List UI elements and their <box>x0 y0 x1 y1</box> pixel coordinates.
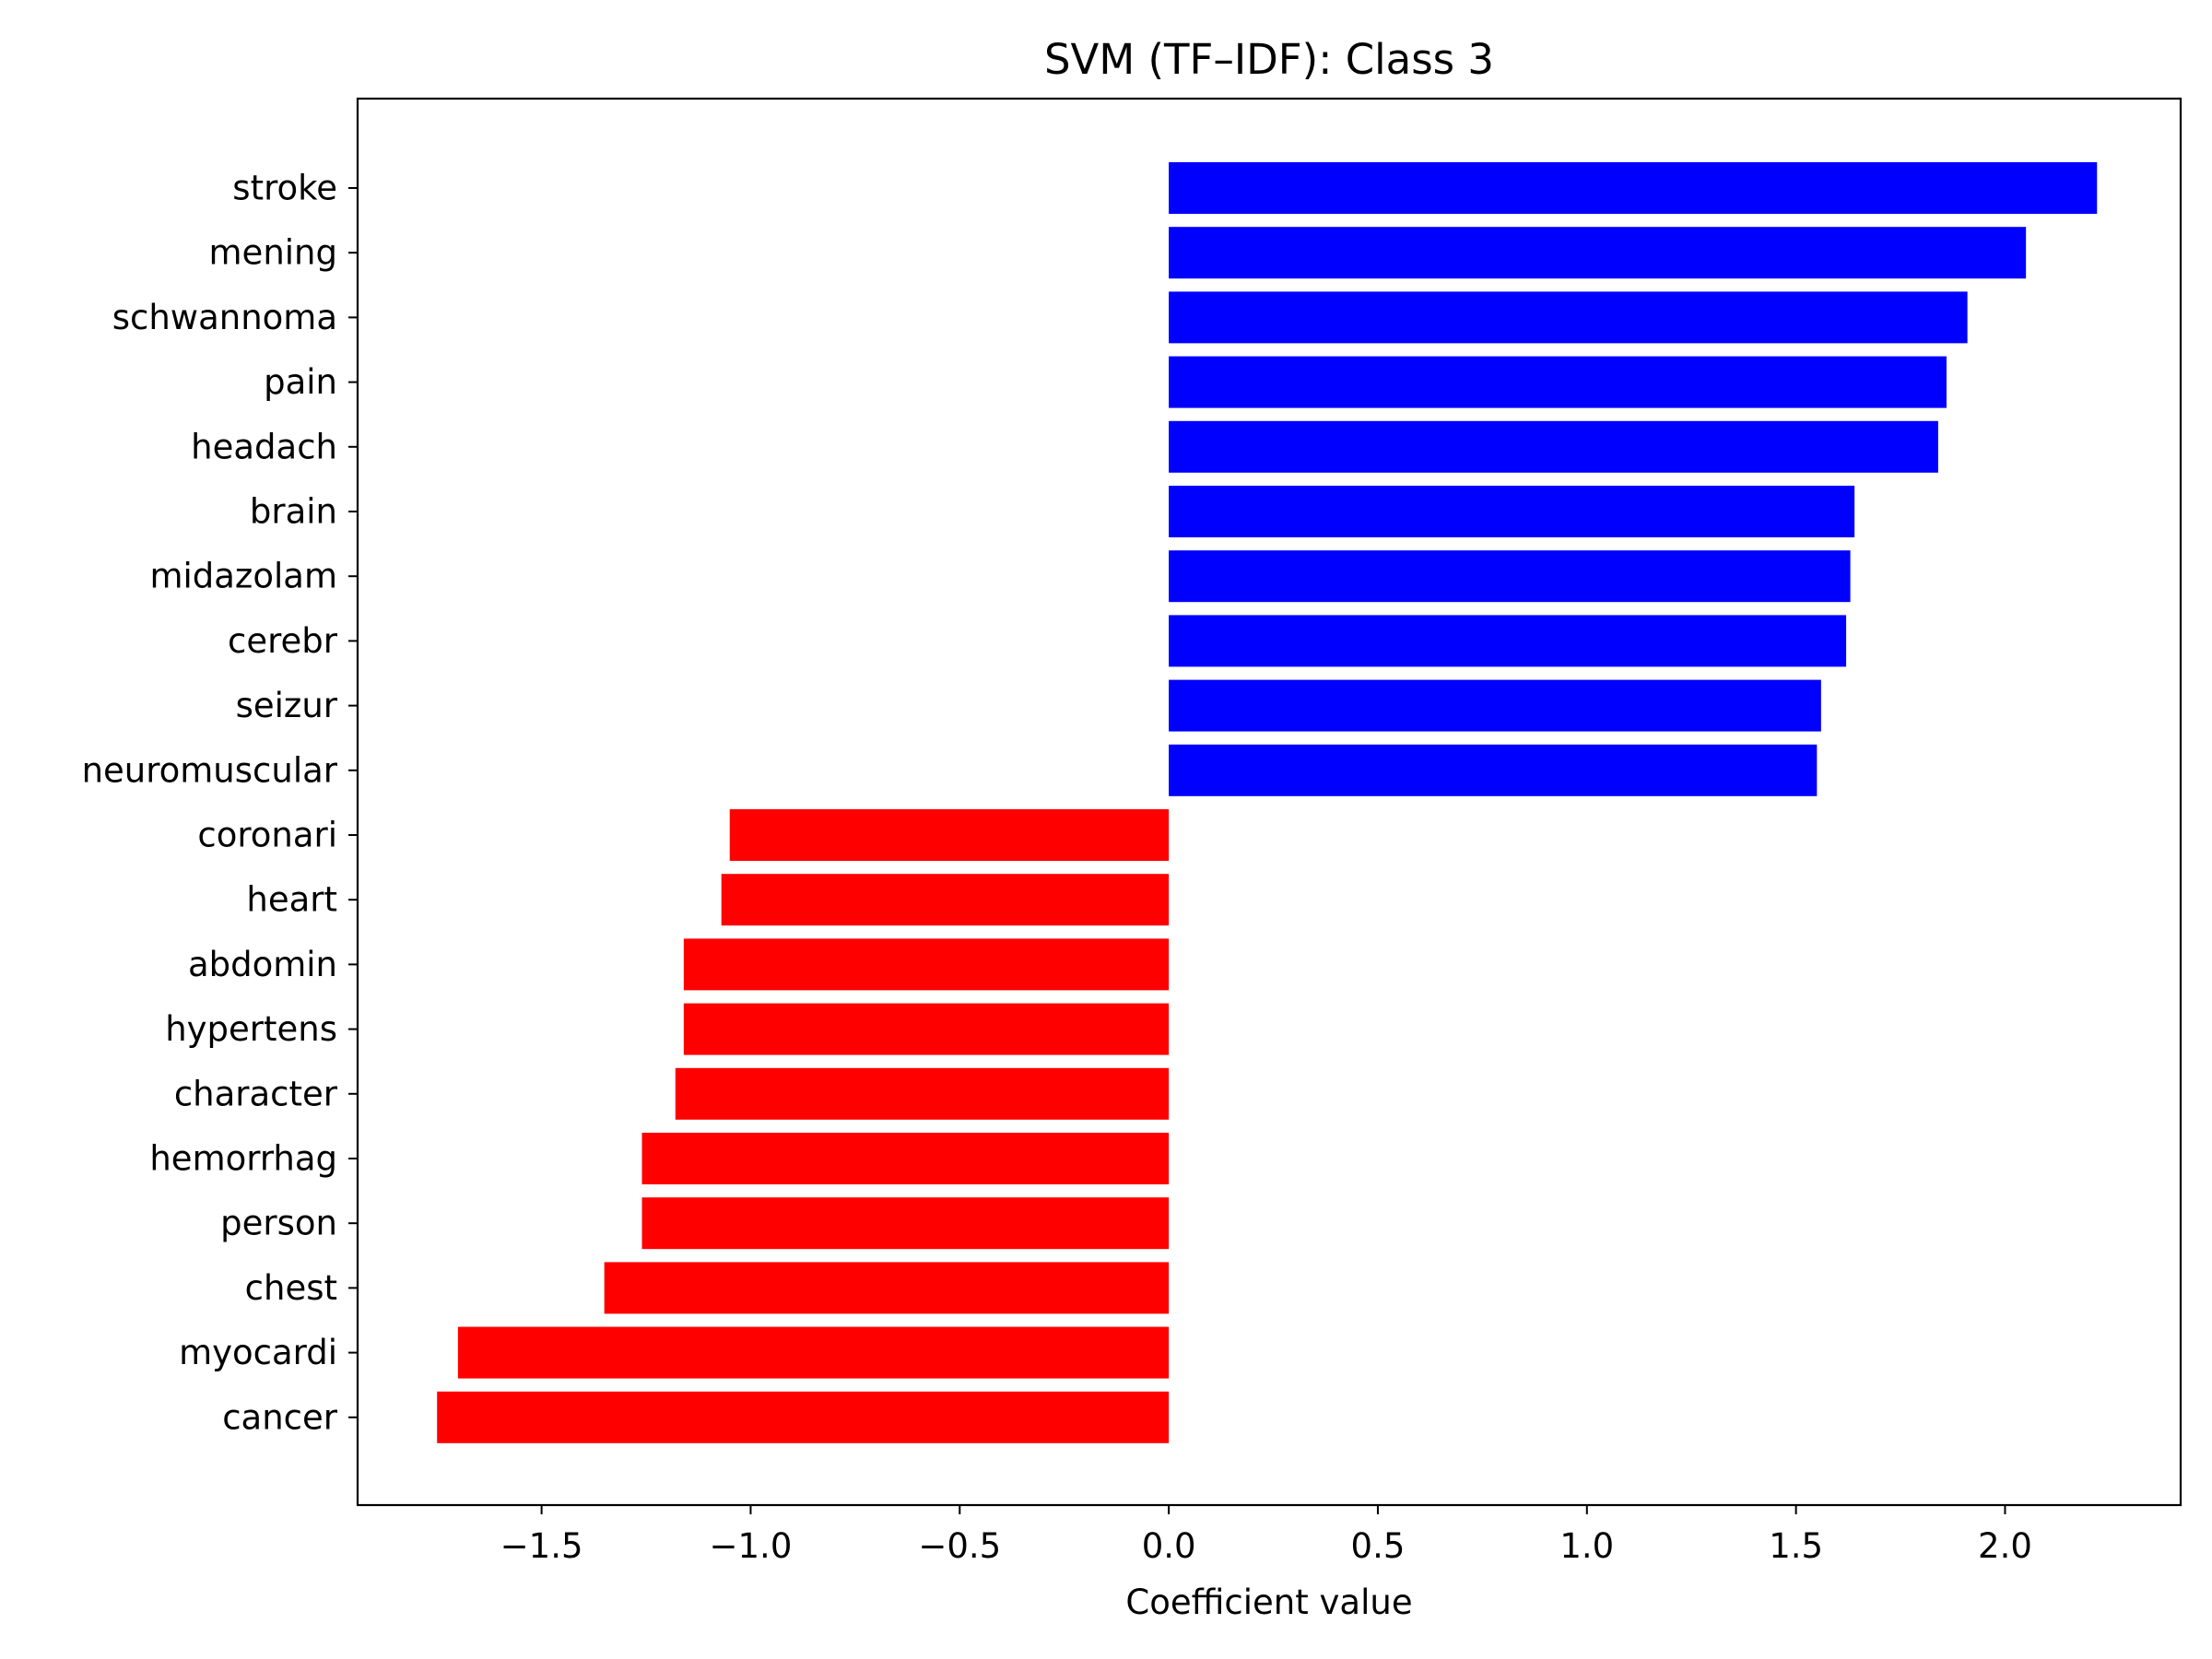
y-axis: stroke mening schwannoma pain headach brain mi… <box>82 169 358 1437</box>
bar-schwannoma <box>1169 291 1968 344</box>
y-tick-label-neuromuscular: neuromuscular <box>82 750 338 790</box>
bar-hypertens <box>683 1003 1170 1055</box>
bar-pain <box>1169 356 1947 408</box>
bar-headach <box>1169 420 1938 473</box>
bar-myocardi <box>457 1326 1170 1379</box>
x-tick-label: 1.0 <box>1559 1526 1614 1566</box>
y-tick-label-cerebr: cerebr <box>228 621 338 661</box>
bar-hemorrhag <box>641 1133 1170 1184</box>
bar-character <box>675 1067 1170 1120</box>
x-tick-label: 1.5 <box>1769 1526 1823 1566</box>
bar-midazolam <box>1169 550 1851 603</box>
y-tick-label-seizur: seizur <box>236 686 338 725</box>
x-tick-label: −1.0 <box>710 1526 793 1566</box>
bars-layer <box>437 162 2098 1443</box>
bar-chest <box>604 1262 1170 1314</box>
bar-stroke <box>1169 162 2098 214</box>
x-tick-label: −0.5 <box>918 1526 1001 1566</box>
y-tick-label-hypertens: hypertens <box>165 1009 337 1049</box>
y-tick-label-pain: pain <box>264 362 337 402</box>
y-tick-label-chest: chest <box>245 1268 337 1308</box>
y-tick-label-brain: brain <box>250 492 337 532</box>
bar-seizur <box>1169 679 1821 732</box>
y-tick-label-coronari: coronari <box>197 816 337 855</box>
y-tick-label-headach: headach <box>191 427 337 466</box>
bar-abdomin <box>683 938 1170 991</box>
x-tick-label: 0.5 <box>1351 1526 1406 1566</box>
bar-brain <box>1169 486 1855 537</box>
y-tick-label-mening: mening <box>209 233 337 273</box>
bar-heart <box>721 874 1170 926</box>
chart-title: SVM (TF–IDF): Class 3 <box>1044 35 1494 84</box>
bar-cancer <box>437 1391 1170 1443</box>
x-tick-label: 0.0 <box>1142 1526 1196 1566</box>
bar-neuromuscular <box>1169 744 1818 796</box>
y-tick-label-schwannoma: schwannoma <box>112 298 337 337</box>
plot-frame <box>356 97 2183 1507</box>
y-tick-label-midazolam: midazolam <box>149 557 337 596</box>
bar-coronari <box>729 809 1170 861</box>
x-tick-label: −1.5 <box>500 1526 583 1566</box>
y-tick-label-myocardi: myocardi <box>179 1333 337 1372</box>
y-tick-label-heart: heart <box>246 880 337 920</box>
bar-cerebr <box>1169 615 1847 667</box>
x-axis: −1.5 −1.0 −0.5 0.0 0.5 1.0 1.5 2.0 <box>500 1505 2032 1566</box>
bar-mening <box>1169 227 2027 279</box>
y-tick-label-cancer: cancer <box>222 1397 338 1437</box>
y-tick-label-character: character <box>174 1074 338 1113</box>
x-tick-label: 2.0 <box>1978 1526 2032 1566</box>
x-axis-label: Coefficient value <box>1125 1583 1412 1622</box>
bar-person <box>641 1197 1170 1250</box>
y-tick-label-hemorrhag: hemorrhag <box>149 1139 337 1179</box>
y-tick-label-person: person <box>220 1204 337 1243</box>
y-tick-label-abdomin: abdomin <box>188 945 337 984</box>
y-tick-label-stroke: stroke <box>232 169 337 208</box>
